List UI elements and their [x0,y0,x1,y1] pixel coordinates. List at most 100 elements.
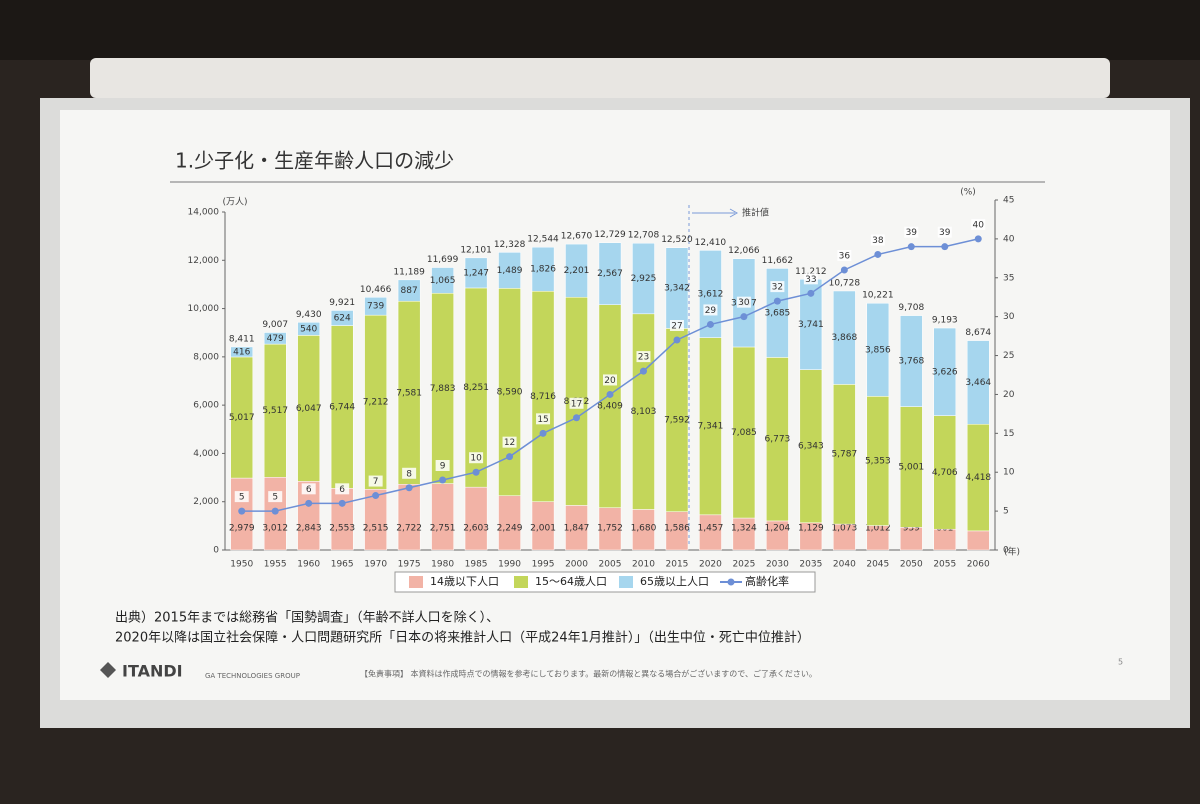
value-label: 6,343 [798,442,824,452]
bar-segment [397,484,421,551]
x-tick-label: 2055 [933,560,956,570]
rate-label-bg [603,374,617,386]
slide-title: 1.少子化・生産年齢人口の減少 [175,149,454,173]
x-tick-label: 2005 [599,560,622,570]
value-label: 2,603 [463,524,489,534]
bar-segment [330,488,354,551]
rate-label-bg [837,250,852,261]
value-label: 8,590 [497,388,523,398]
rate-label: 40 [973,220,985,230]
value-label: 3,768 [898,357,924,367]
bar-segment [498,252,521,289]
bar-segment [565,243,588,298]
y-tick-label: 12,000 [188,256,220,266]
y2-tick-label: 0 [1003,546,1009,556]
bar-segment [866,302,890,397]
legend-label: 14歳以下人口 [430,575,499,588]
value-label: 1,586 [664,524,690,534]
rate-label: 12 [504,438,515,448]
value-label: 2,925 [631,274,657,284]
logo: ITANDI [122,662,183,681]
rate-point [907,243,915,251]
value-label: 4,706 [932,468,958,478]
value-label: 3,612 [698,289,724,299]
rate-label: 33 [805,275,816,285]
legend-marker [727,578,735,586]
bar-segment [833,290,856,385]
value-label: 1,129 [798,524,824,534]
bar-segment [263,332,287,345]
rate-point [506,453,514,461]
y2-tick-label: 25 [1003,351,1014,361]
y2-tick-label: 35 [1003,273,1014,283]
value-label: 1,489 [497,266,523,276]
rate-point [773,297,781,305]
logo-mark [100,662,116,678]
value-label: 7,212 [363,398,389,408]
x-tick-label: 2060 [967,560,990,570]
bar-segment [966,530,990,551]
rate-label-bg [502,436,517,448]
legend-swatch [514,576,528,588]
total-label: 12,708 [628,231,660,241]
rate-point [338,499,346,507]
value-label: 2,567 [597,269,623,279]
rate-point [639,367,647,375]
forecast-annotation: 推計値 [742,207,769,219]
rate-label: 6 [306,485,312,495]
rate-label: 39 [906,228,918,238]
rate-point [472,468,480,476]
rate-label-bg [669,320,684,331]
y2-tick-label: 5 [1003,507,1009,517]
ceiling [0,0,1200,60]
value-label: 2,722 [396,524,422,534]
y2-tick-label: 10 [1003,468,1015,478]
rate-point [941,243,949,251]
legend-box [394,571,816,593]
bar-segment [531,246,555,292]
rate-point [405,484,413,492]
value-label: 5,353 [865,456,891,466]
bar-segment [966,340,990,425]
value-label: 1,847 [564,524,590,534]
total-label: 12,066 [728,246,760,256]
rate-point [807,289,815,297]
value-label: 8,716 [530,392,556,402]
x-tick-label: 1960 [297,560,320,570]
x-tick-label: 1990 [498,560,521,570]
legend-swatch [409,576,423,588]
rate-point [706,320,714,328]
rate-label-bg [536,413,551,425]
bar-segment [464,486,488,551]
total-label: 9,430 [296,310,322,320]
total-label: 12,520 [661,235,693,245]
value-label: 6,744 [329,402,355,412]
value-label: 1,826 [530,265,556,275]
value-label: 1,324 [731,524,757,534]
bar-segment [699,250,722,338]
value-label: 1,680 [631,524,657,534]
rate-label: 39 [939,228,951,238]
value-label: 939 [903,524,920,534]
rate-label: 15 [537,415,548,425]
value-label: 5,017 [229,413,255,423]
rate-point [372,492,380,500]
value-label: 7,085 [731,428,757,438]
rate-label: 17 [571,399,582,409]
rate-label: 8 [406,469,412,479]
total-label: 12,328 [494,240,526,250]
total-label: 9,708 [898,303,924,313]
rate-point [974,235,982,243]
value-label: 3,626 [932,367,958,377]
value-label: 7,592 [664,416,690,426]
rate-point [271,507,279,515]
rate-point [673,336,681,344]
bar-segment [330,310,354,326]
x-tick-label: 1970 [364,560,387,570]
source-line: 2020年以降は国立社会保障・人口問題研究所「日本の将来推計人口（平成24年1月… [115,630,810,646]
forecast-arrowhead [729,208,739,218]
total-label: 9,921 [329,298,355,308]
total-label: 9,007 [262,320,288,330]
value-label: 7,883 [430,384,456,394]
y-tick-label: 10,000 [188,304,220,314]
